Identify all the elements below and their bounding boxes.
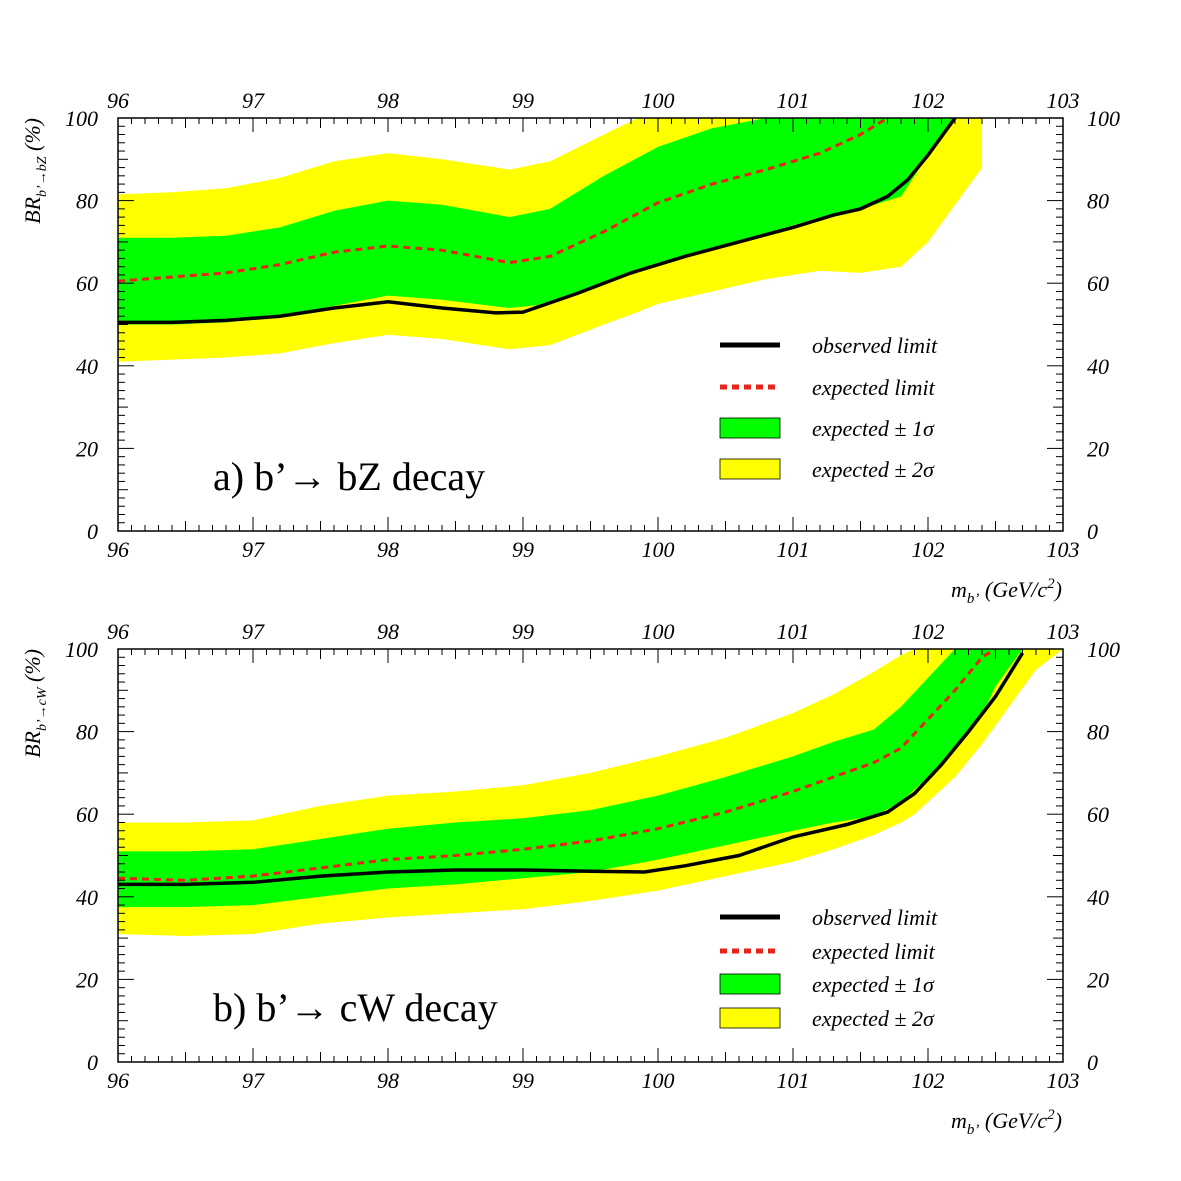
x-tick-label-top: 103 [1047, 88, 1080, 113]
x-tick-label-top: 97 [242, 88, 265, 113]
x-tick-label-top: 97 [242, 619, 265, 644]
y-tick-label-right: 40 [1087, 354, 1109, 379]
y-tick-label-right: 100 [1087, 106, 1120, 131]
x-tick-label: 102 [912, 1068, 945, 1093]
x-tick-label: 99 [512, 537, 534, 562]
x-tick-label: 100 [642, 1068, 675, 1093]
x-tick-label-top: 99 [512, 619, 534, 644]
y-tick-label-right: 0 [1087, 1050, 1098, 1075]
y-tick-label: 80 [76, 189, 98, 214]
legend: observed limit expected limit expected ±… [719, 333, 938, 482]
expected-limit-path [118, 118, 889, 283]
expected-limit-line [118, 649, 997, 882]
x-tick-label: 96 [107, 1068, 129, 1093]
legend-expected-label: expected limit [812, 939, 936, 964]
axis-ticks [117, 648, 1064, 1063]
y-axis-title: BRb’→bZ (%) [20, 118, 50, 224]
y-tick-label: 40 [76, 885, 98, 910]
x-tick-label-top: 99 [512, 88, 534, 113]
x-tick-label: 101 [777, 537, 810, 562]
y-tick-label: 0 [87, 519, 98, 544]
y-tick-label: 40 [76, 354, 98, 379]
legend-sigma2-label: expected ± 2σ [812, 457, 935, 482]
legend-observed-label: observed limit [812, 333, 938, 358]
x-tick-label: 97 [242, 1068, 265, 1093]
legend-sigma1-swatch [719, 417, 781, 439]
legend-sigma2-swatch [719, 1007, 781, 1029]
tick-labels: 96 96 97 97 98 98 99 99 100 100 101 101 102 102 103 103… [65, 619, 1120, 1093]
y-tick-label-right: 80 [1087, 720, 1109, 745]
expected-limit-line [118, 118, 889, 283]
y-tick-label-right: 0 [1087, 519, 1098, 544]
y-tick-label: 100 [65, 106, 98, 131]
legend-sigma2-swatch [719, 458, 781, 480]
panel-a: 96 96 97 97 98 98 99 99 100 100 101 101 102 102 103 103… [20, 88, 1120, 607]
x-tick-label-top: 102 [912, 88, 945, 113]
y-tick-label-right: 60 [1087, 802, 1109, 827]
y-tick-label: 60 [76, 802, 98, 827]
y-tick-label: 20 [76, 436, 98, 461]
x-tick-label: 97 [242, 537, 265, 562]
x-tick-label: 96 [107, 537, 129, 562]
y-tick-label-right: 20 [1087, 436, 1109, 461]
x-axis-title: mb’ (GeV/c2) [951, 576, 1062, 607]
x-tick-label-top: 101 [777, 619, 810, 644]
observed-limit-path [118, 118, 957, 325]
expected-limit-path [118, 649, 997, 882]
sigma1-band [118, 118, 955, 325]
x-tick-label-top: 103 [1047, 619, 1080, 644]
x-tick-label-top: 102 [912, 619, 945, 644]
y-tick-label-right: 60 [1087, 271, 1109, 296]
observed-limit-line [118, 118, 957, 325]
sigma1-band-area [118, 118, 955, 325]
panel-label: a) b’→ bZ decay [213, 454, 485, 499]
sigma1-band-area [118, 649, 1023, 908]
sigma1-band [118, 649, 1023, 908]
axis-ticks [117, 117, 1064, 532]
x-tick-label-top: 100 [642, 88, 675, 113]
legend-observed-label: observed limit [812, 905, 938, 930]
legend-expected-label: expected limit [812, 375, 936, 400]
y-axis-title: BRb’→cW (%) [20, 649, 50, 758]
x-tick-label: 101 [777, 1068, 810, 1093]
panel-label: b) b’→ cW decay [213, 985, 498, 1030]
y-tick-label-right: 20 [1087, 967, 1109, 992]
observed-limit-line [118, 652, 1024, 887]
x-tick-label-top: 101 [777, 88, 810, 113]
x-tick-label-top: 98 [377, 88, 399, 113]
y-tick-label: 80 [76, 720, 98, 745]
legend-sigma1-label: expected ± 1σ [812, 972, 935, 997]
legend-sigma2-label: expected ± 2σ [812, 1006, 935, 1031]
legend-sigma1-label: expected ± 1σ [812, 416, 935, 441]
x-tick-label: 102 [912, 537, 945, 562]
x-tick-label-top: 100 [642, 619, 675, 644]
x-tick-label: 98 [377, 537, 399, 562]
tick-labels: 96 96 97 97 98 98 99 99 100 100 101 101 102 102 103 103… [65, 88, 1120, 562]
observed-limit-path [118, 652, 1024, 887]
x-tick-label: 103 [1047, 1068, 1080, 1093]
y-tick-label: 100 [65, 637, 98, 662]
y-tick-label: 20 [76, 967, 98, 992]
panel-b: 96 96 97 97 98 98 99 99 100 100 101 101 102 102 103 103… [20, 619, 1120, 1138]
legend-sigma1-swatch [719, 973, 781, 995]
y-tick-label-right: 100 [1087, 637, 1120, 662]
x-axis-title: mb’ (GeV/c2) [951, 1107, 1062, 1138]
x-tick-label: 103 [1047, 537, 1080, 562]
x-tick-label-top: 96 [107, 88, 129, 113]
y-tick-label: 0 [87, 1050, 98, 1075]
x-tick-label: 100 [642, 537, 675, 562]
x-tick-label: 98 [377, 1068, 399, 1093]
y-tick-label-right: 80 [1087, 189, 1109, 214]
y-tick-label-right: 40 [1087, 885, 1109, 910]
y-tick-label: 60 [76, 271, 98, 296]
x-tick-label-top: 98 [377, 619, 399, 644]
x-tick-label-top: 96 [107, 619, 129, 644]
legend: observed limit expected limit expected ±… [719, 905, 938, 1031]
x-tick-label: 99 [512, 1068, 534, 1093]
